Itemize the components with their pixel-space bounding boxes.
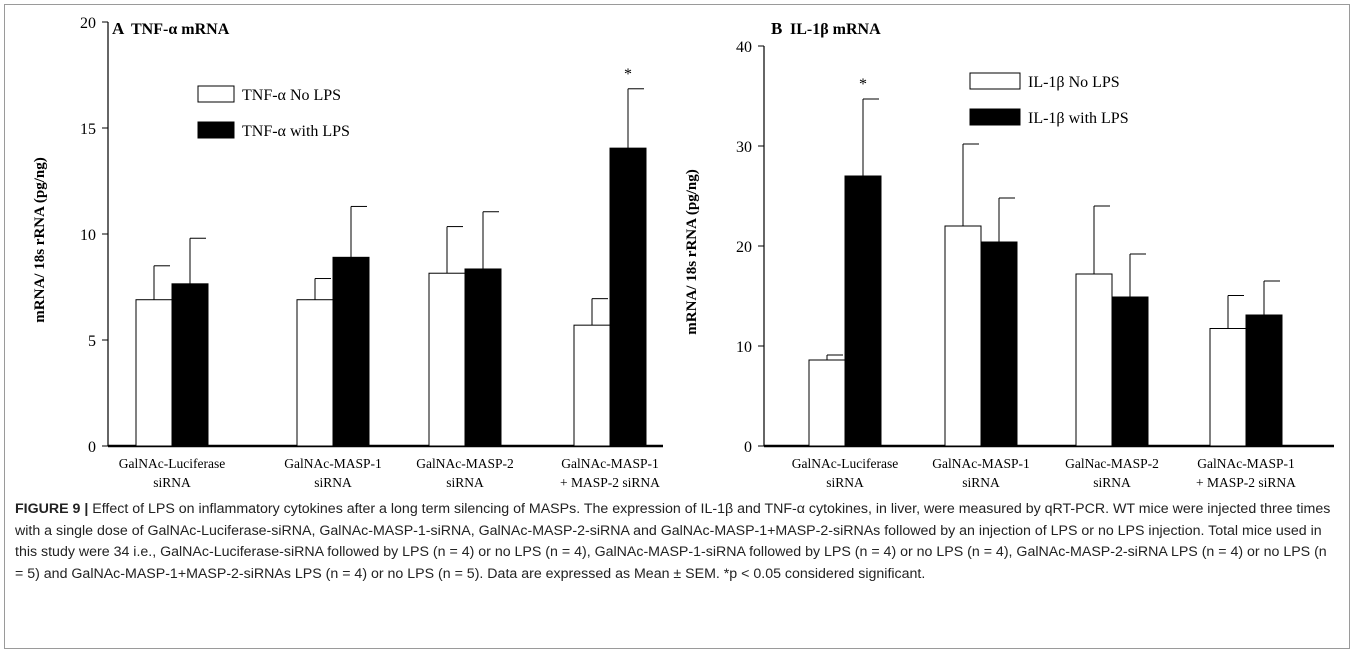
chart2-y-tick-label: 30 bbox=[736, 139, 752, 156]
chart2-bar-s1-c4 bbox=[1209, 328, 1247, 447]
chart2-bar-s2-c4 bbox=[1245, 314, 1283, 447]
chart2-bar-s1-c3 bbox=[1075, 273, 1113, 447]
caption-text: Effect of LPS on inflammatory cytokines … bbox=[15, 501, 1331, 582]
chart2-significance-mark: * bbox=[859, 76, 867, 93]
chart2-category-label: GalNAc-MASP-1 bbox=[1197, 456, 1295, 471]
chart1-bar-s2-c3 bbox=[464, 268, 502, 447]
chart2-category-label: siRNA bbox=[962, 475, 1000, 490]
chart1-y-tick-label: 10 bbox=[80, 227, 96, 244]
chart2-category-label: + MASP-2 siRNA bbox=[1196, 475, 1296, 490]
chart1-bar-s1-c4 bbox=[573, 324, 611, 447]
chart1-y-tick-label: 0 bbox=[88, 439, 96, 456]
figure-caption: FIGURE 9 | Effect of LPS on inflammatory… bbox=[15, 499, 1337, 585]
chart2-legend-swatch-1 bbox=[969, 72, 1021, 90]
chart2-y-tick-label: 0 bbox=[744, 439, 752, 456]
chart1-y-tick-label: 15 bbox=[80, 121, 96, 138]
figure-frame bbox=[4, 4, 1350, 649]
chart2-y-tick-label: 10 bbox=[736, 339, 752, 356]
chart1-category-label: + MASP-2 siRNA bbox=[560, 475, 660, 490]
chart1-y-axis-label: mRNA/ 18s rRNA (pg/ng) bbox=[32, 157, 48, 322]
chart1-y-tick-label: 20 bbox=[80, 15, 96, 32]
chart2-category-label: siRNA bbox=[1093, 475, 1131, 490]
chart2-bar-s2-c3 bbox=[1111, 296, 1149, 447]
chart1-legend-label-2: TNF-α with LPS bbox=[242, 123, 350, 140]
chart2-bar-s1-c2 bbox=[944, 225, 982, 447]
chart1-bar-s1-c1 bbox=[135, 299, 173, 447]
chart2-title: IL-1β mRNA bbox=[790, 21, 881, 38]
figure-charts: 0 5 10 15 20 mRNA/ 18s rRNA (pg/ng) A TNF-α mRN… bbox=[32, 15, 1334, 490]
chart2-y-axis-label: mRNA/ 18s rRNA (pg/ng) bbox=[684, 169, 700, 334]
chart2-y-tick-label: 20 bbox=[736, 239, 752, 256]
chart1-category-label: GalNAc-MASP-2 bbox=[416, 456, 514, 471]
chart1-category-label: GalNAc-MASP-1 bbox=[284, 456, 382, 471]
chart2-category-label: siRNA bbox=[826, 475, 864, 490]
chart2-category-label: GalNAc-MASP-1 bbox=[932, 456, 1030, 471]
caption-label: FIGURE 9 | bbox=[15, 501, 89, 517]
chart1-bar-s2-c4 bbox=[609, 147, 647, 447]
chart2-category-label: GalNAc-Luciferase bbox=[792, 456, 898, 471]
chart1-category-label: siRNA bbox=[314, 475, 352, 490]
chart1-bar-s1-c2 bbox=[296, 299, 334, 447]
chart2-bar-s1-c1 bbox=[808, 359, 846, 447]
chart1-significance-mark: * bbox=[624, 66, 632, 83]
chart1-panel-label: A bbox=[112, 19, 125, 38]
chart1-legend-swatch-1 bbox=[197, 85, 235, 103]
chart2-category-label: GalNac-MASP-2 bbox=[1065, 456, 1159, 471]
chart2-legend-label-2: IL-1β with LPS bbox=[1028, 110, 1129, 127]
chart1-bar-s2-c1 bbox=[171, 283, 209, 447]
chart2-legend-label-1: IL-1β No LPS bbox=[1028, 74, 1120, 91]
chart1-title: TNF-α mRNA bbox=[131, 21, 230, 38]
chart2-panel-label: B bbox=[771, 19, 782, 38]
chart1-legend-swatch-2 bbox=[197, 121, 235, 139]
chart1-bar-s2-c2 bbox=[332, 256, 370, 447]
chart2-bar-s2-c2 bbox=[980, 241, 1018, 447]
chart1-category-label: siRNA bbox=[446, 475, 484, 490]
chart1-legend-label-1: TNF-α No LPS bbox=[242, 87, 341, 104]
chart2-y-tick-label: 40 bbox=[736, 39, 752, 56]
chart2-bar-s2-c1 bbox=[844, 175, 882, 447]
chart1-category-label: siRNA bbox=[153, 475, 191, 490]
chart2-legend-swatch-2 bbox=[969, 108, 1021, 126]
chart1-y-tick-label: 5 bbox=[88, 333, 96, 350]
chart1-category-label: GalNAc-MASP-1 bbox=[561, 456, 659, 471]
chart1-bar-s1-c3 bbox=[428, 272, 466, 447]
chart1-category-label: GalNAc-Luciferase bbox=[119, 456, 225, 471]
